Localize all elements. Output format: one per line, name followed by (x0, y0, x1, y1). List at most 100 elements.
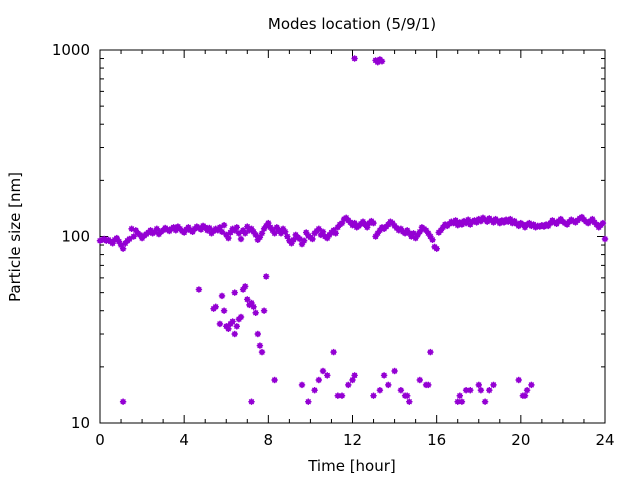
data-point (378, 58, 386, 65)
data-point (258, 348, 266, 356)
data-point (130, 233, 137, 240)
data-point (315, 376, 322, 384)
data-point (427, 348, 434, 356)
x-tick-label: 0 (95, 431, 105, 449)
plot-frame (99, 49, 606, 424)
data-point (454, 398, 461, 405)
data-point (212, 303, 219, 310)
data-point (256, 234, 264, 241)
data-point (309, 235, 316, 243)
data-point (119, 245, 127, 252)
data-point (397, 387, 405, 394)
data-point (351, 219, 358, 227)
data-point (256, 342, 264, 349)
data-point (237, 235, 245, 243)
x-axis: 0 4 8 12 16 20 24 (95, 50, 615, 449)
chart-title: Modes location (5/9/1) (268, 15, 436, 33)
data-point (486, 387, 493, 394)
data-point (206, 224, 213, 232)
data-point (233, 323, 241, 330)
data-point (315, 225, 322, 233)
data-point (475, 381, 482, 389)
y-tick-label: 1000 (52, 41, 90, 59)
x-tick-label: 20 (511, 431, 530, 449)
data-point (391, 367, 398, 375)
data-point (235, 230, 243, 237)
data-point (237, 313, 245, 321)
data-point (477, 387, 485, 394)
data-point (332, 230, 339, 237)
data-point (252, 309, 259, 316)
data-point (467, 387, 474, 394)
data-point (521, 392, 529, 399)
data-point (370, 392, 377, 399)
data-point (305, 398, 312, 405)
data-point (351, 372, 358, 379)
data-point (376, 387, 384, 394)
data-point (481, 398, 489, 405)
data-point (319, 367, 327, 375)
data-point (404, 392, 411, 399)
x-axis-label: Time [hour] (307, 457, 396, 475)
data-point (233, 224, 241, 231)
data-point (225, 234, 232, 242)
data-point (370, 219, 377, 227)
data-point (250, 303, 257, 310)
data-point (248, 398, 255, 405)
y-tick-label: 100 (61, 228, 90, 246)
data-point (263, 273, 270, 280)
data-point (218, 292, 226, 300)
data-point (345, 381, 352, 389)
data-point (298, 381, 306, 389)
x-tick-label: 8 (264, 431, 274, 449)
data-point (429, 236, 436, 244)
data-point (385, 381, 392, 389)
data-point (218, 228, 226, 236)
data-point (523, 387, 531, 394)
data-point (311, 387, 318, 394)
data-point (271, 230, 278, 237)
data-point (433, 245, 440, 252)
data-point (225, 325, 232, 332)
data-point (229, 318, 236, 325)
x-tick-label: 4 (179, 431, 189, 449)
x-tick-label: 12 (343, 431, 362, 449)
data-point (282, 228, 289, 236)
data-point (380, 372, 388, 379)
y-axis-label: Particle size [nm] (6, 172, 24, 302)
data-point (241, 283, 249, 290)
data-point (406, 398, 413, 405)
data-point (601, 235, 609, 243)
data-point (319, 228, 327, 236)
x-tick-label: 16 (427, 431, 446, 449)
data-point (271, 376, 278, 384)
data-point (456, 392, 463, 399)
data-point (599, 219, 607, 227)
data-point (490, 381, 497, 389)
data-point (244, 296, 251, 303)
data-point (231, 289, 238, 296)
data-point (515, 376, 522, 384)
data-point (119, 398, 127, 405)
data-point (338, 219, 346, 227)
data-point (241, 230, 249, 237)
data-point (216, 320, 224, 328)
data-point (153, 225, 161, 233)
data-point (416, 376, 423, 384)
y-tick-label: 10 (71, 414, 90, 432)
data-point (220, 221, 228, 229)
data-point (334, 392, 341, 399)
data-point (324, 372, 331, 379)
data-point (351, 55, 358, 62)
data-point (195, 286, 203, 293)
data-point (260, 307, 268, 314)
data-point (300, 237, 308, 244)
data-point (338, 392, 346, 399)
data-point (290, 236, 297, 244)
data-point (220, 307, 228, 314)
data-points (96, 55, 609, 405)
x-tick-label: 24 (595, 431, 614, 449)
data-point (231, 330, 238, 338)
data-point (528, 381, 535, 389)
